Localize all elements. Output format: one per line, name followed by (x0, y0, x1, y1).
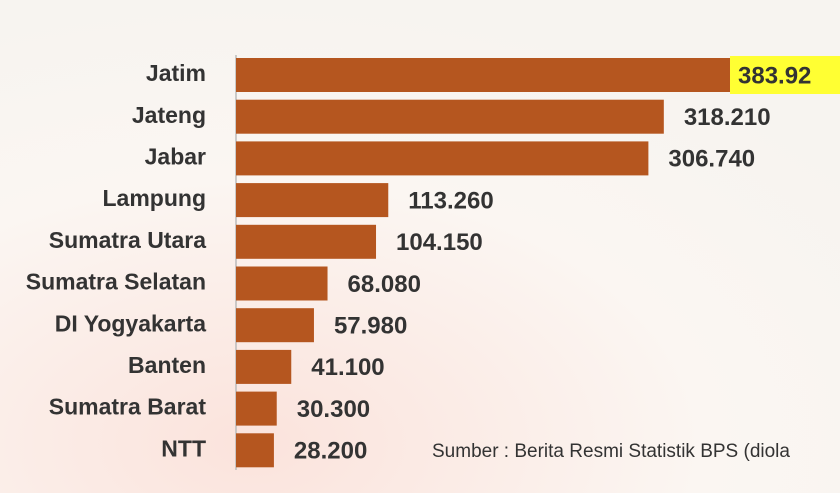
bar (236, 433, 274, 468)
data-label: 41.100 (311, 354, 384, 381)
bar (236, 224, 377, 259)
y-tick-label: Sumatra Utara (49, 227, 206, 253)
y-tick-label: Banten (128, 352, 206, 378)
data-label: 383.92 (738, 62, 811, 89)
bar (236, 58, 753, 92)
y-tick-label: NTT (161, 435, 206, 461)
data-label: 306.740 (668, 146, 755, 173)
y-tick-label: Jatim (146, 60, 206, 86)
data-label: 113.260 (408, 187, 493, 214)
data-label: 68.080 (348, 271, 421, 298)
data-label: 318.210 (684, 104, 771, 131)
y-tick-label: Jateng (132, 102, 206, 128)
bar (236, 183, 389, 218)
bar (236, 391, 277, 426)
y-tick-label: Sumatra Selatan (26, 269, 206, 295)
label-highlight (730, 56, 840, 94)
bar (236, 99, 664, 134)
bar (236, 141, 649, 176)
source-note: Sumber : Berita Resmi Statistik BPS (dio… (432, 441, 790, 462)
y-tick-label: DI Yogyakarta (55, 310, 206, 336)
data-label: 57.980 (334, 313, 407, 340)
y-tick-label: Sumatra Barat (49, 394, 207, 420)
bar (236, 308, 314, 343)
bar (236, 266, 328, 301)
data-label: 28.200 (294, 438, 367, 465)
data-label: 30.300 (297, 396, 370, 423)
y-tick-label: Jabar (145, 143, 206, 169)
bar (236, 349, 292, 384)
data-label: 104.150 (396, 229, 483, 256)
y-tick-label: Lampung (103, 185, 207, 211)
